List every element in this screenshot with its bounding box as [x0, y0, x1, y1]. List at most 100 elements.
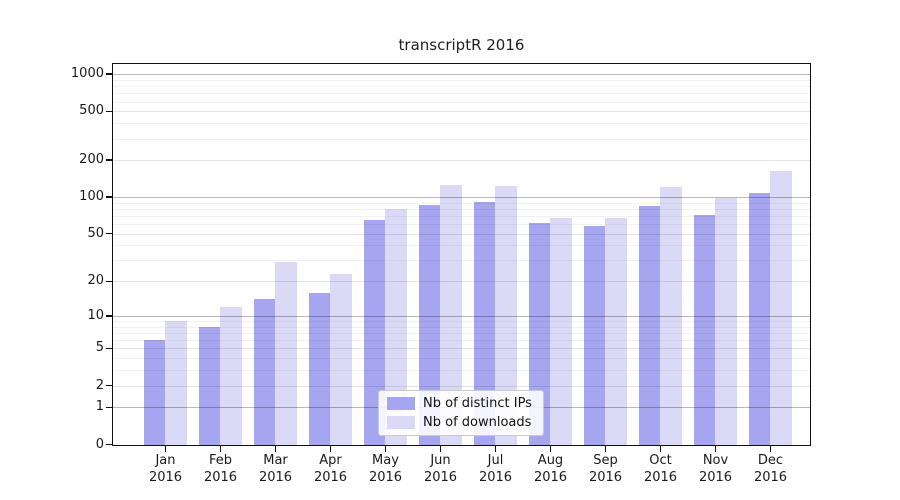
- month-label: Apr: [319, 453, 342, 468]
- y-tick-label-1000: 1000: [70, 66, 104, 82]
- month-label: Sep: [593, 453, 618, 468]
- year-label: 2016: [368, 469, 403, 485]
- gridline-60: [113, 224, 810, 226]
- x-tick-label-oct: Oct 2016: [626, 453, 696, 486]
- legend-swatch-distinct-ips: [387, 397, 415, 410]
- y-tick-label-5: 5: [95, 340, 104, 356]
- y-tick-label-50: 50: [87, 225, 104, 241]
- legend: Nb of distinct IPs Nb of downloads: [378, 390, 544, 436]
- bar-downloads-may: [385, 208, 407, 445]
- x-tick-label-sep: Sep 2016: [571, 453, 641, 486]
- gridline-1000: [113, 74, 810, 76]
- year-label: 2016: [203, 469, 238, 485]
- gridline-100: [113, 197, 810, 199]
- gridline-900: [113, 79, 810, 81]
- legend-swatch-downloads: [387, 416, 415, 429]
- x-tick-mark-nov: [714, 446, 717, 452]
- gridline-6: [113, 340, 810, 342]
- gridline-80: [113, 208, 810, 210]
- gridline-400: [113, 123, 810, 125]
- legend-label-downloads: Nb of downloads: [423, 415, 532, 430]
- gridline-7: [113, 333, 810, 335]
- x-tick-label-mar: Mar 2016: [241, 453, 311, 486]
- year-label: 2016: [643, 469, 678, 485]
- month-label: May: [372, 453, 399, 468]
- x-tick-mark-jan: [164, 446, 167, 452]
- gridline-700: [113, 93, 810, 95]
- x-tick-label-jun: Jun 2016: [406, 453, 476, 486]
- gridline-90: [113, 202, 810, 204]
- x-tick-mark-apr: [329, 446, 332, 452]
- x-tick-mark-may: [384, 446, 387, 452]
- bar-distinct-ips-sep: [583, 225, 605, 445]
- legend-label-distinct-ips: Nb of distinct IPs: [423, 396, 532, 411]
- bar-distinct-ips-oct: [638, 206, 660, 445]
- y-tick-mark-0: [106, 443, 112, 446]
- month-label: Jan: [155, 453, 176, 468]
- bar-distinct-ips-mar: [253, 299, 275, 445]
- legend-item-distinct-ips: Nb of distinct IPs: [387, 396, 535, 411]
- gridline-20: [113, 281, 810, 283]
- bar-downloads-mar: [275, 262, 297, 445]
- x-tick-label-dec: Dec 2016: [736, 453, 806, 486]
- y-tick-label-1: 1: [95, 399, 104, 415]
- gridline-200: [113, 160, 810, 162]
- bar-downloads-sep: [605, 218, 627, 445]
- y-tick-mark-5: [106, 347, 112, 350]
- bar-distinct-ips-dec: [748, 192, 770, 445]
- year-label: 2016: [533, 469, 568, 485]
- y-tick-label-100: 100: [79, 189, 104, 205]
- y-tick-mark-500: [106, 110, 112, 112]
- legend-item-downloads: Nb of downloads: [387, 415, 535, 430]
- y-tick-mark-20: [106, 280, 112, 283]
- gridline-30: [113, 260, 810, 262]
- x-tick-label-aug: Aug 2016: [516, 453, 586, 486]
- month-label: Aug: [537, 453, 564, 468]
- year-label: 2016: [423, 469, 458, 485]
- y-tick-mark-1: [106, 406, 112, 409]
- x-tick-mark-feb: [219, 446, 222, 452]
- y-tick-mark-50: [106, 232, 112, 235]
- gridline-300: [113, 138, 810, 140]
- month-label: Nov: [702, 453, 729, 468]
- bar-downloads-apr: [330, 274, 352, 445]
- month-label: Feb: [208, 453, 233, 468]
- month-label: Dec: [757, 453, 784, 468]
- year-label: 2016: [478, 469, 513, 485]
- bar-distinct-ips-jun: [418, 205, 440, 445]
- bar-distinct-ips-jul: [473, 202, 495, 445]
- x-tick-mark-aug: [549, 446, 552, 452]
- bar-distinct-ips-feb: [198, 326, 220, 445]
- bar-downloads-dec: [770, 170, 792, 445]
- x-tick-mark-sep: [604, 446, 607, 452]
- gridline-50: [113, 233, 810, 235]
- bar-distinct-ips-jan: [143, 340, 165, 445]
- y-tick-label-500: 500: [79, 103, 104, 119]
- gridline-40: [113, 245, 810, 247]
- month-label: Oct: [649, 453, 672, 468]
- y-tick-label-20: 20: [87, 273, 104, 289]
- gridline-10: [113, 315, 810, 317]
- month-label: Mar: [263, 453, 288, 468]
- gridline-9: [113, 321, 810, 323]
- x-tick-mark-mar: [274, 446, 277, 452]
- x-tick-label-apr: Apr 2016: [296, 453, 366, 486]
- x-tick-mark-oct: [659, 446, 662, 452]
- gridline-5: [113, 348, 810, 350]
- gridline-2: [113, 385, 810, 387]
- bar-distinct-ips-aug: [528, 223, 550, 445]
- month-label: Jun: [430, 453, 451, 468]
- x-tick-mark-jul: [494, 446, 497, 452]
- bar-downloads-aug: [550, 217, 572, 445]
- bar-downloads-jul: [495, 185, 517, 445]
- y-tick-mark-2: [106, 384, 112, 387]
- y-tick-label-200: 200: [79, 152, 104, 168]
- x-tick-label-jul: Jul 2016: [461, 453, 531, 486]
- y-tick-mark-200: [106, 159, 112, 161]
- gridline-70: [113, 215, 810, 217]
- y-tick-mark-10: [106, 315, 112, 317]
- year-label: 2016: [258, 469, 293, 485]
- x-tick-label-feb: Feb 2016: [186, 453, 256, 486]
- y-tick-label-2: 2: [95, 377, 104, 393]
